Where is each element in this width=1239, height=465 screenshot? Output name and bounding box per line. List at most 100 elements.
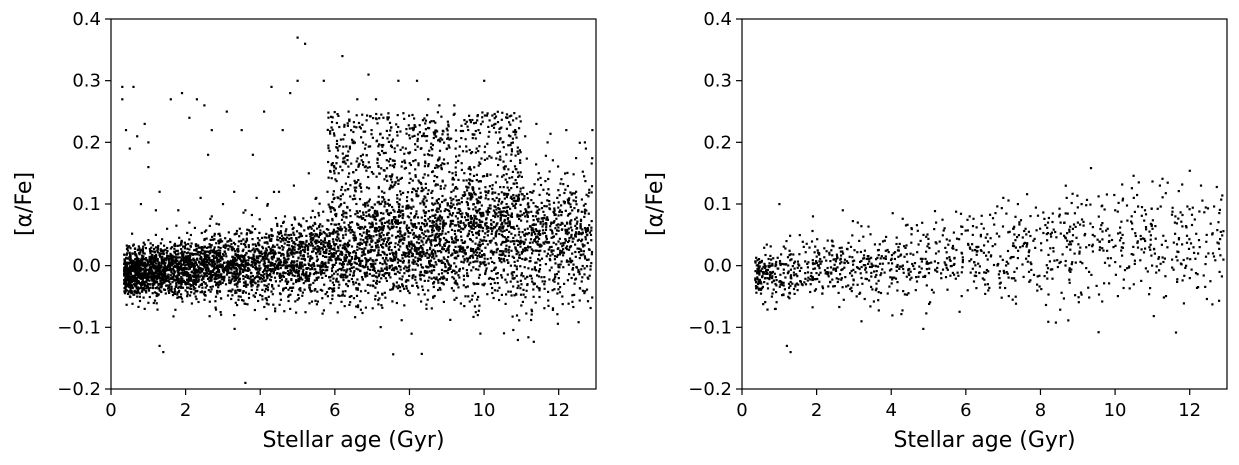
data-point [169, 283, 172, 286]
data-point [178, 289, 181, 292]
data-point [432, 282, 435, 285]
data-point [282, 287, 285, 290]
data-point [144, 271, 147, 274]
data-point [442, 236, 446, 240]
data-point [266, 204, 269, 207]
data-point [398, 286, 402, 289]
data-point [149, 286, 152, 289]
data-point [500, 191, 503, 194]
data-point [440, 259, 443, 262]
data-point [498, 286, 501, 289]
data-point [560, 211, 563, 214]
data-point [526, 249, 529, 252]
data-point [261, 258, 264, 261]
data-point [537, 178, 540, 181]
data-point [142, 241, 145, 244]
data-point [208, 256, 211, 259]
data-point [255, 259, 258, 262]
data-point [448, 263, 451, 266]
data-point [303, 259, 307, 262]
data-point [474, 250, 477, 253]
data-point [235, 263, 238, 267]
data-point [530, 199, 533, 202]
data-point [404, 280, 407, 283]
data-point [395, 301, 398, 305]
data-point [230, 243, 233, 246]
data-point [212, 248, 216, 251]
data-point [307, 262, 310, 265]
data-point [178, 285, 181, 288]
data-point [385, 257, 388, 260]
data-point [463, 259, 466, 262]
data-point [132, 244, 135, 247]
data-point [408, 274, 411, 277]
data-point [569, 257, 572, 260]
data-point [568, 197, 571, 200]
data-point [247, 249, 250, 252]
data-point [296, 260, 299, 263]
data-point [300, 264, 303, 267]
data-point [547, 188, 550, 191]
data-point [545, 205, 548, 208]
data-point [525, 312, 528, 315]
data-point [230, 271, 233, 274]
data-point [433, 250, 437, 253]
data-point [399, 259, 402, 262]
data-point [378, 240, 381, 243]
data-point [234, 258, 237, 261]
data-point [238, 235, 241, 238]
data-point [557, 226, 560, 229]
data-point [159, 265, 163, 269]
data-point [434, 237, 437, 240]
data-point [320, 273, 323, 276]
data-point [521, 231, 524, 234]
data-point [507, 213, 510, 216]
data-point [400, 319, 403, 322]
data-point [553, 207, 556, 210]
data-point [433, 224, 436, 227]
data-point [244, 275, 247, 278]
data-point [136, 271, 139, 274]
data-point [406, 228, 409, 231]
data-point [270, 228, 273, 231]
data-point [217, 281, 220, 284]
data-point [219, 311, 222, 314]
data-point [178, 256, 181, 259]
data-point [221, 265, 224, 268]
data-point [235, 270, 238, 273]
data-point [386, 272, 389, 275]
data-point [266, 241, 269, 244]
data-point [472, 188, 475, 192]
data-point [360, 254, 363, 257]
data-point [314, 299, 317, 302]
data-point [349, 270, 352, 273]
data-point [407, 279, 410, 282]
data-point [356, 278, 359, 281]
data-point [538, 245, 541, 248]
data-point [292, 226, 295, 229]
data-point [560, 260, 563, 263]
data-point [130, 280, 133, 284]
data-point [187, 263, 190, 266]
data-point [353, 250, 356, 253]
data-point [557, 240, 560, 243]
data-point [428, 220, 431, 223]
data-point [137, 305, 140, 308]
data-point [213, 246, 216, 249]
data-point [134, 285, 137, 288]
data-point [543, 205, 546, 208]
data-point [562, 248, 565, 251]
data-point [314, 288, 317, 291]
data-point [276, 224, 279, 227]
data-point [535, 241, 538, 244]
data-point [282, 271, 285, 274]
data-point [526, 283, 529, 286]
data-point [306, 247, 310, 250]
data-point [139, 281, 142, 285]
data-point [533, 282, 536, 285]
data-point [588, 224, 591, 227]
data-point [237, 275, 240, 278]
data-point [490, 227, 493, 230]
data-point [157, 293, 160, 296]
data-point [555, 255, 559, 258]
